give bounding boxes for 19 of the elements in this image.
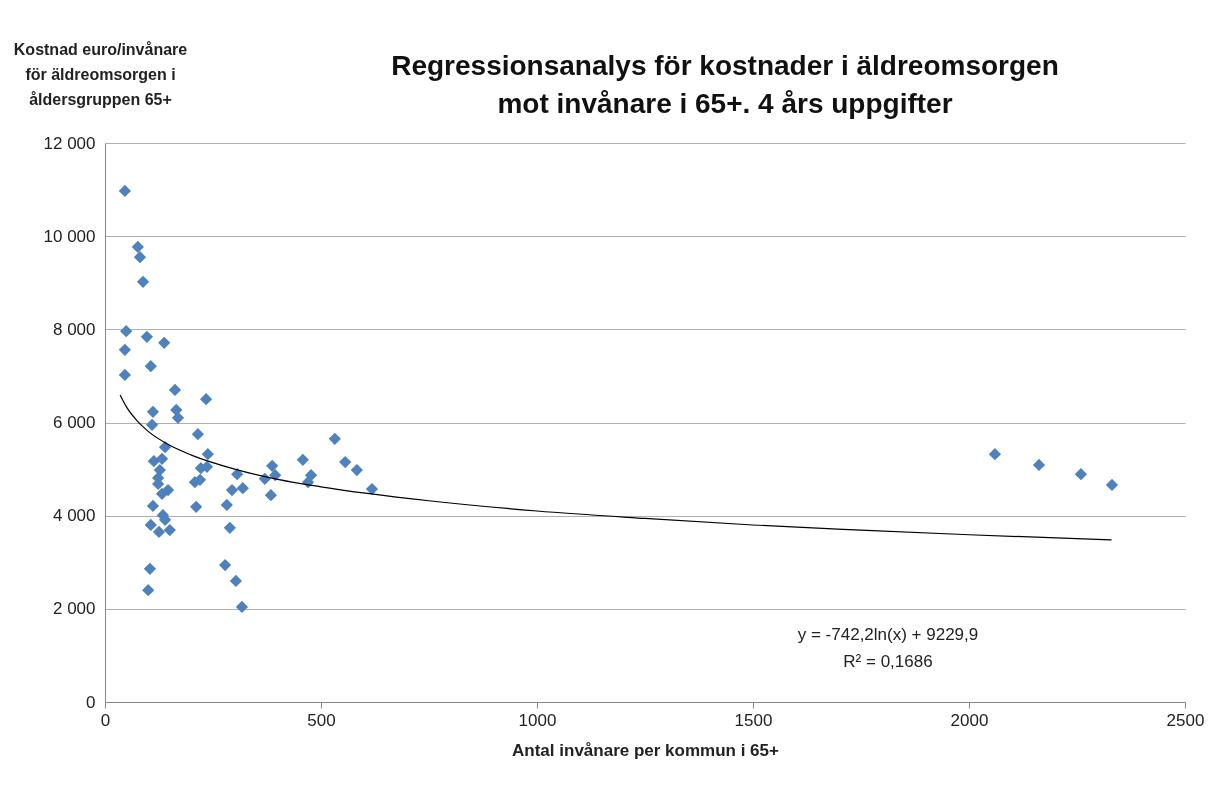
- y-tick-label: 4 000: [52, 506, 96, 526]
- y-tick-label: 12 000: [43, 133, 96, 153]
- line-series: [119, 394, 1113, 541]
- annotation: y = -742,2ln(x) + 9229,9: [797, 625, 979, 644]
- annotation: R² = 0,1686: [843, 652, 933, 671]
- y-tick-label: 10 000: [43, 226, 96, 246]
- x-axis-title: Antal invånare per kommun i 65+: [512, 740, 780, 760]
- y-tick-label: 6 000: [52, 413, 96, 432]
- y-tick-label: 0: [86, 692, 96, 712]
- y-axis-title: Kostnad euro/invånare för äldreomsorgen i åldersgruppen 65+: [13, 40, 188, 108]
- x-tick-label: 2500: [1166, 710, 1205, 730]
- y-tick-label: 8 000: [52, 319, 96, 339]
- chart-title: Regressionsanalys för kostnader i äldreomsorgen mot invånare i 65+. 4 års uppgifter: [391, 50, 1059, 119]
- x-tick-label: 500: [307, 710, 336, 730]
- y-tick-label: 2 000: [52, 599, 96, 619]
- x-tick-label: 0: [100, 710, 111, 730]
- x-tick-label: 1000: [518, 710, 557, 730]
- x-tick-label: 2000: [950, 710, 989, 730]
- x-tick-label: 1500: [734, 710, 773, 730]
